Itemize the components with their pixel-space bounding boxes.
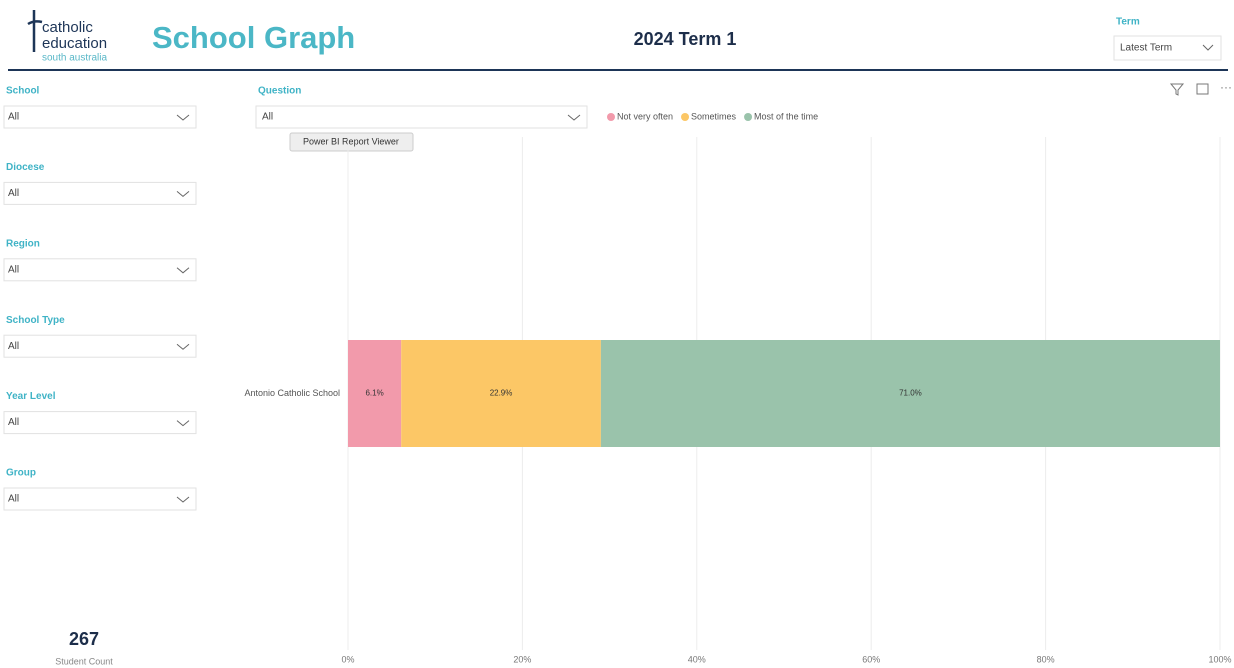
card-value: 267	[69, 629, 99, 649]
data-label: 6.1%	[365, 389, 383, 398]
logo-cross	[27, 10, 43, 52]
filter-label: Group	[6, 468, 36, 479]
question-value: All	[262, 112, 273, 123]
filter-icon[interactable]	[1169, 83, 1185, 96]
x-tick-label: 60%	[862, 654, 880, 664]
more-icon[interactable]: ···	[1220, 80, 1232, 94]
legend-dot	[607, 113, 615, 121]
data-label: 22.9%	[490, 389, 513, 398]
x-tick-label: 40%	[688, 654, 706, 664]
filter-label: Region	[6, 238, 40, 249]
term-dropdown[interactable]	[1113, 35, 1222, 61]
filter-value: All	[8, 494, 19, 505]
y-tick-label: Antonio Catholic School	[244, 388, 340, 398]
chart: 0% 20% 40% 60% 80% 100% Not very often Sometime…	[244, 111, 1231, 664]
bar-segment	[348, 340, 402, 447]
chevron	[176, 343, 190, 350]
chevron	[176, 267, 190, 274]
logo-text: catholic	[42, 19, 93, 36]
chevron	[1202, 44, 1214, 51]
x-tick-label: 20%	[513, 654, 531, 664]
logo: catholic education south australia	[27, 10, 107, 64]
x-tick-label: 80%	[1037, 654, 1055, 664]
data-label: 71.0%	[899, 389, 922, 398]
visual-icons: ···	[1169, 80, 1232, 96]
filter-value: All	[8, 112, 19, 123]
legend-label: Most of the time	[754, 111, 818, 121]
filter-value: All	[8, 188, 19, 199]
filter-dropdown[interactable]	[3, 411, 197, 435]
term-value: Latest Term	[1120, 43, 1172, 54]
filter-label: Year Level	[6, 391, 56, 402]
filter-label: Diocese	[6, 162, 45, 173]
filter-dropdown[interactable]	[3, 258, 197, 282]
filter-dropdown[interactable]	[3, 334, 197, 358]
chevron	[176, 114, 190, 121]
filter-dropdown[interactable]	[3, 487, 197, 511]
chevron	[176, 191, 190, 198]
report-title: School Graph	[152, 20, 355, 55]
bar-segment	[600, 340, 1220, 447]
filter-panel: School All Diocese All Region All School Type A…	[3, 86, 197, 511]
logo-text: education	[42, 35, 107, 52]
filter-value: All	[8, 341, 19, 352]
legend-label: Not very often	[617, 111, 673, 121]
bar-segment	[401, 340, 601, 447]
filter-value: All	[8, 417, 19, 428]
chevron	[176, 420, 190, 427]
filter-label: School Type	[6, 315, 65, 326]
logo-text: south australia	[42, 53, 107, 64]
tooltip	[289, 132, 414, 152]
filter-dropdown[interactable]	[3, 181, 197, 205]
x-tick-label: 100%	[1208, 654, 1231, 664]
legend-label: Sometimes	[691, 111, 737, 121]
x-tick-label: 0%	[341, 654, 354, 664]
question-dropdown[interactable]	[255, 105, 588, 129]
legend-dot	[681, 113, 690, 121]
term-label: Term	[1116, 17, 1140, 28]
legend-dot	[744, 113, 753, 121]
filter-value: All	[8, 264, 19, 275]
chevron	[567, 114, 581, 121]
question-label: Question	[258, 86, 301, 97]
chevron	[176, 496, 190, 503]
card-label: Student Count	[55, 656, 113, 666]
filter-label: School	[6, 86, 40, 97]
period-title: 2024 Term 1	[634, 29, 737, 49]
filter-dropdown[interactable]	[3, 105, 197, 129]
focus-icon[interactable]	[1196, 83, 1209, 95]
tooltip-text: Power BI Report Viewer	[303, 136, 399, 146]
